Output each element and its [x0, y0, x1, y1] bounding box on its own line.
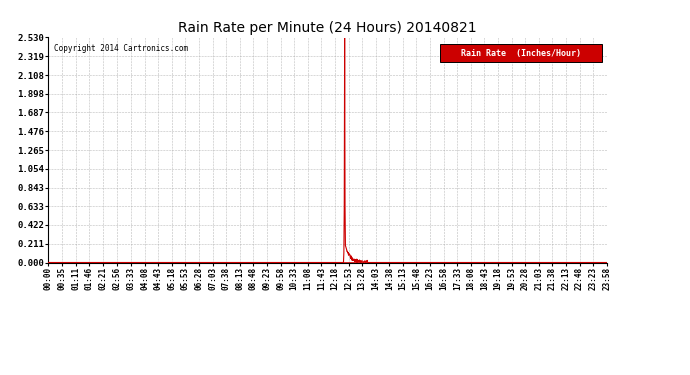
- Title: Rain Rate per Minute (24 Hours) 20140821: Rain Rate per Minute (24 Hours) 20140821: [179, 21, 477, 35]
- Text: Copyright 2014 Cartronics.com: Copyright 2014 Cartronics.com: [54, 44, 188, 53]
- Text: Rain Rate  (Inches/Hour): Rain Rate (Inches/Hour): [460, 49, 580, 58]
- FancyBboxPatch shape: [440, 44, 602, 62]
